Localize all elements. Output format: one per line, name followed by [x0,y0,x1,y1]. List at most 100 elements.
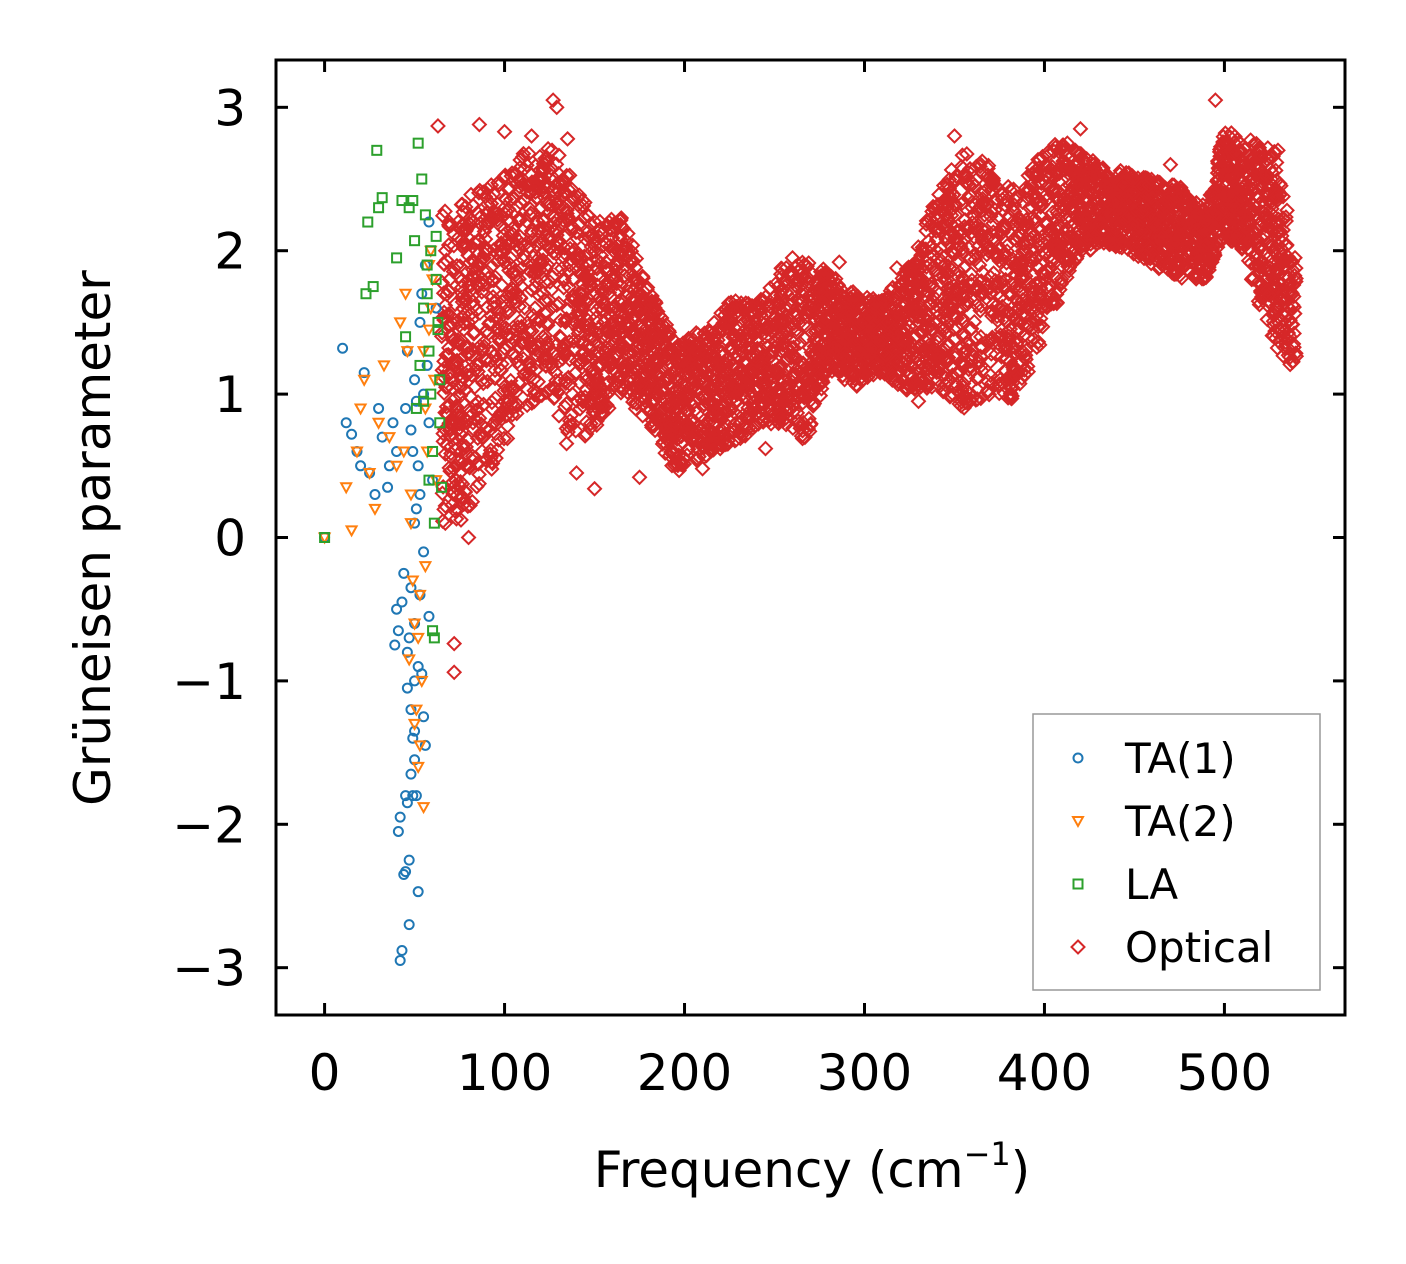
optical-point [1044,253,1061,270]
optical-point [755,394,772,411]
optical-point [871,322,888,339]
optical-point [1110,194,1127,210]
optical-point [1278,213,1295,229]
optical-point [820,287,837,304]
optical-point [749,406,766,423]
optical-point [742,360,759,377]
optical-point [557,375,574,392]
optical-point [1286,325,1302,342]
optical-point [1275,188,1292,205]
optical-point [487,425,504,442]
optical-point [955,375,972,392]
optical-point [1143,189,1160,206]
optical-point [552,175,569,191]
optical-point [947,245,964,262]
optical-point [964,214,981,231]
optical-point [592,221,609,238]
optical-point [1079,169,1096,186]
optical-point [521,369,538,386]
optical-point [1238,155,1255,172]
optical-point [828,281,845,298]
optical-point [844,366,861,383]
optical-point [1021,181,1037,198]
optical-point [806,381,823,398]
optical-point [523,223,540,239]
optical-point [453,463,469,480]
optical-point [1099,169,1116,186]
optical-point [1073,231,1090,248]
optical-point [902,365,919,382]
optical-point [614,305,631,322]
optical-point [583,362,599,379]
optical-point [521,332,538,349]
optical-point [1034,318,1051,335]
optical-point [930,196,946,213]
optical-point [931,378,948,395]
optical-point [558,211,575,228]
optical-point [508,405,525,422]
optical-point [1269,297,1286,313]
optical-point [671,462,687,479]
optical-point [491,310,508,327]
optical-point [669,337,686,354]
optical-point [449,399,466,416]
optical-point [814,372,830,389]
optical-point [613,246,630,263]
optical-point [558,435,575,452]
optical-point [583,330,599,347]
optical-point [480,315,497,332]
optical-point [493,406,510,423]
optical-point [503,379,520,395]
optical-point [555,212,571,229]
optical-point [812,268,829,285]
optical-point [725,355,741,372]
optical-point [1016,235,1033,252]
optical-point [686,340,703,357]
optical-point [872,294,889,310]
optical-point [468,455,485,472]
optical-point [892,346,909,362]
optical-point [457,199,474,215]
optical-point [828,299,845,316]
optical-point [1164,264,1181,281]
optical-point [967,219,984,236]
optical-point [794,301,810,318]
optical-point [1251,258,1268,275]
optical-point [454,294,471,310]
optical-point [672,456,689,472]
optical-point [470,268,486,284]
optical-point [470,394,486,411]
optical-point [516,237,533,254]
optical-point [598,254,614,271]
optical-point [805,297,822,313]
optical-point [442,463,459,480]
optical-point [1244,270,1261,287]
optical-point [982,208,999,225]
optical-point [1018,212,1035,228]
optical-point [1219,187,1236,204]
optical-point [1050,206,1067,223]
optical-point [589,277,606,294]
optical-point [488,209,505,226]
optical-point [797,330,814,347]
optical-point [1246,225,1263,242]
optical-point [1251,296,1268,313]
optical-point [1261,211,1277,228]
optical-point [600,359,617,376]
optical-point [440,237,457,253]
optical-point [1281,253,1298,270]
optical-point [1227,128,1243,145]
optical-point [533,199,549,216]
optical-point [1265,328,1282,345]
optical-point [557,184,574,201]
optical-point [462,388,479,405]
optical-point [790,312,806,329]
optical-point [540,231,556,248]
optical-point [501,327,518,344]
optical-point [732,327,749,344]
optical-point [1242,206,1259,223]
optical-point [977,183,993,199]
optical-point [1222,218,1239,235]
optical-point [1040,241,1057,258]
optical-point [1003,252,1020,269]
